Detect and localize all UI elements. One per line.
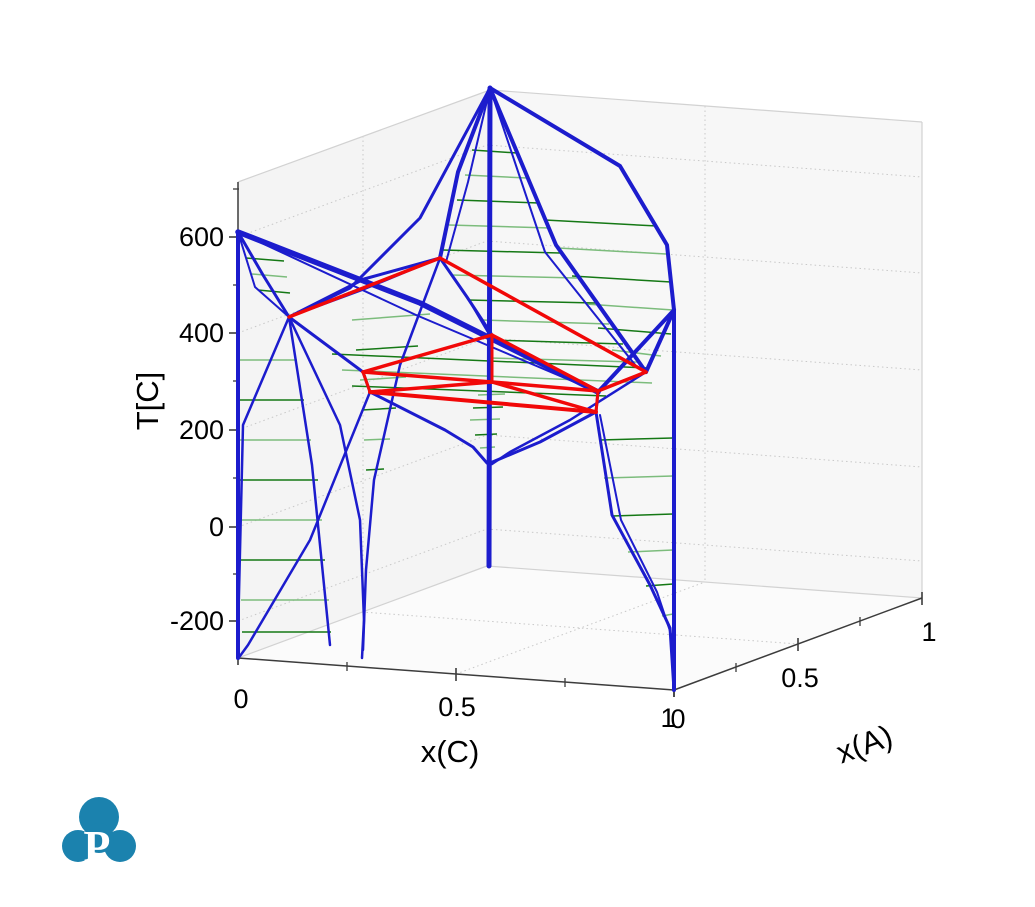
phase-boundary-line (287, 315, 332, 647)
phase-boundary-line (439, 257, 491, 337)
tie-line (471, 149, 518, 154)
x-axis-title: x(C) (421, 734, 480, 769)
y-axis-title: x(A) (832, 718, 897, 770)
invariant-line (594, 389, 600, 414)
y-tick-label: 1 (921, 617, 936, 647)
phase-boundary-line (236, 315, 291, 637)
invariant-line (490, 380, 600, 393)
logo-center (84, 823, 114, 853)
phase-boundary-line (287, 86, 492, 319)
tie-line (627, 549, 674, 553)
tie-line (557, 247, 667, 255)
phase-boundary-line (490, 370, 648, 466)
phase-boundary-line (361, 256, 442, 652)
tie-line (597, 327, 672, 335)
logo-letter: P (84, 822, 111, 871)
tie-line (489, 339, 624, 345)
phase-boundary-line (237, 231, 599, 393)
tie-line (456, 199, 540, 204)
grid-line (455, 581, 706, 675)
phase-boundary-line (445, 87, 491, 263)
phase-boundary-line (644, 308, 676, 374)
grid-line (486, 434, 923, 468)
tie-line (341, 369, 653, 384)
plot-gridlines (237, 106, 923, 675)
grid-line (486, 144, 923, 178)
tie-line (251, 273, 288, 278)
phase-boundary-line (594, 410, 676, 692)
invariant-line (361, 333, 494, 374)
invariant-line (490, 380, 598, 414)
plot-box-edges (237, 89, 923, 659)
grid-line (237, 528, 488, 622)
phase-boundary-line (287, 315, 365, 374)
box-edge (237, 89, 491, 183)
phase-boundary-line (596, 308, 676, 394)
invariant-line (361, 370, 372, 394)
tie-line (571, 275, 672, 283)
box-edge (486, 565, 923, 599)
plot-box-walls (238, 90, 922, 690)
phase-boundary-line (488, 86, 676, 312)
phase-boundary-line (237, 231, 290, 318)
tie-lines (240, 149, 674, 633)
phase-boundary-line (438, 86, 492, 260)
invariant-line (490, 333, 600, 393)
floor (238, 566, 922, 690)
phase-boundary-line (488, 86, 648, 374)
phase-boundary-line (235, 229, 601, 395)
grid-line (361, 611, 799, 645)
phase-boundary-lines (235, 85, 676, 692)
tie-line (489, 357, 638, 363)
grid-line (237, 337, 488, 431)
tie-line (544, 219, 658, 227)
invariant-line (287, 256, 442, 319)
z-axis-title: T[C] (130, 372, 165, 431)
z-tick-label: -200 (170, 606, 224, 636)
tie-line (441, 249, 561, 254)
x-tick-label: 0 (233, 684, 248, 714)
z-tick-label: 0 (209, 512, 224, 542)
invariant-line (368, 380, 494, 394)
pandat-logo: P (62, 797, 136, 871)
invariant-line (361, 370, 494, 384)
invariant-line (368, 390, 598, 414)
phase-boundary-line (236, 230, 291, 319)
tie-line (474, 433, 498, 436)
grid-line (486, 240, 923, 274)
x-tick-label: 0.5 (438, 692, 476, 722)
tie-line (599, 437, 674, 441)
tie-line (363, 438, 391, 441)
tie-line (464, 174, 528, 179)
phase-boundary-line (486, 85, 493, 569)
x-tick-label: 1 (660, 703, 675, 733)
tie-line (365, 468, 385, 471)
invariant-line (438, 256, 648, 374)
tie-line (603, 475, 674, 479)
grid-line (237, 144, 488, 238)
z-tick-label: 200 (179, 415, 224, 445)
y-tick-label: 0 (670, 704, 685, 734)
phase-boundary-line (238, 390, 372, 658)
invariant-line (596, 370, 648, 393)
z-tick-label: 400 (179, 318, 224, 348)
tie-line (611, 513, 674, 517)
grid-line (237, 240, 488, 334)
box-edge (489, 89, 923, 123)
grid-line (486, 528, 923, 562)
phase-boundary-line (368, 390, 489, 465)
z-tick-label: 600 (179, 222, 224, 252)
back-wall (487, 90, 922, 598)
tie-line (448, 224, 551, 229)
tie-line (481, 319, 610, 325)
tie-line (469, 418, 501, 421)
grid-line (486, 337, 923, 371)
phase-boundary-line (599, 414, 674, 641)
grid-line (237, 434, 488, 528)
y-tick-label: 0.5 (781, 663, 819, 693)
